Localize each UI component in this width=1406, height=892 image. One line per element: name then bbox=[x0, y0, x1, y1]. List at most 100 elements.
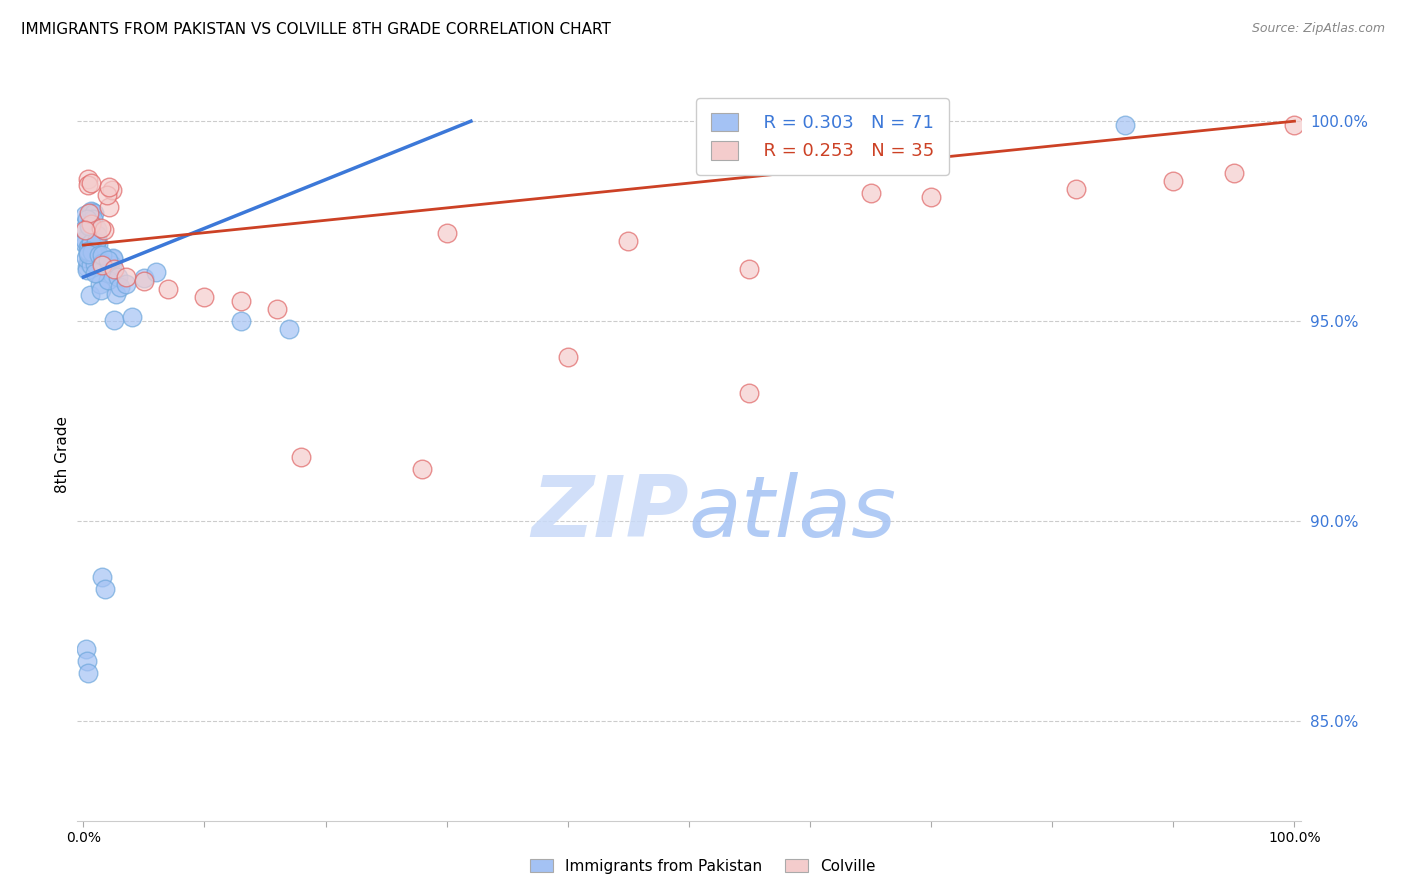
Point bbox=[104, 286, 127, 301]
Point bbox=[73, 208, 96, 222]
Point bbox=[89, 277, 111, 291]
Point bbox=[73, 233, 96, 247]
Point bbox=[97, 273, 120, 287]
Point bbox=[90, 258, 112, 272]
Point bbox=[83, 257, 105, 271]
Point bbox=[79, 220, 101, 235]
Point bbox=[101, 251, 124, 265]
Point bbox=[90, 248, 112, 262]
Point bbox=[77, 206, 100, 220]
Point bbox=[80, 240, 103, 254]
Legend:   R = 0.303   N = 71,   R = 0.253   N = 35: R = 0.303 N = 71, R = 0.253 N = 35 bbox=[696, 98, 949, 175]
Point bbox=[77, 178, 100, 192]
Point bbox=[557, 350, 579, 364]
Point bbox=[83, 205, 105, 219]
Point bbox=[79, 224, 101, 238]
Point bbox=[91, 255, 114, 269]
Point bbox=[86, 266, 108, 280]
Point bbox=[76, 260, 98, 275]
Point bbox=[82, 239, 104, 253]
Point bbox=[80, 258, 103, 272]
Point bbox=[77, 219, 100, 233]
Point bbox=[121, 310, 143, 324]
Point bbox=[859, 186, 882, 201]
Y-axis label: 8th Grade: 8th Grade bbox=[55, 417, 70, 493]
Point bbox=[108, 280, 131, 294]
Point bbox=[436, 226, 458, 240]
Point bbox=[76, 254, 98, 268]
Point bbox=[77, 665, 100, 680]
Point bbox=[278, 322, 301, 336]
Point bbox=[79, 176, 101, 190]
Point bbox=[76, 262, 98, 277]
Point bbox=[114, 270, 136, 285]
Text: ZIP: ZIP bbox=[531, 472, 689, 555]
Point bbox=[90, 221, 112, 235]
Point bbox=[79, 235, 101, 250]
Point bbox=[101, 183, 124, 197]
Point bbox=[86, 233, 108, 247]
Point bbox=[101, 252, 124, 266]
Point bbox=[97, 200, 120, 214]
Legend: Immigrants from Pakistan, Colville: Immigrants from Pakistan, Colville bbox=[524, 853, 882, 880]
Point bbox=[84, 266, 107, 280]
Point bbox=[76, 247, 98, 261]
Point bbox=[114, 277, 136, 291]
Point bbox=[229, 314, 252, 328]
Point bbox=[80, 220, 103, 235]
Point bbox=[76, 654, 98, 668]
Point bbox=[90, 256, 112, 270]
Point bbox=[80, 219, 103, 233]
Point bbox=[80, 246, 103, 260]
Point bbox=[80, 217, 103, 231]
Point bbox=[157, 282, 180, 296]
Point bbox=[83, 244, 105, 258]
Point bbox=[98, 180, 121, 194]
Point bbox=[617, 234, 640, 248]
Point bbox=[920, 190, 942, 204]
Point bbox=[84, 239, 107, 253]
Point bbox=[103, 262, 125, 277]
Point bbox=[101, 259, 124, 273]
Point bbox=[90, 283, 112, 297]
Point bbox=[229, 293, 252, 308]
Point bbox=[290, 450, 312, 464]
Point bbox=[82, 211, 104, 226]
Text: IMMIGRANTS FROM PAKISTAN VS COLVILLE 8TH GRADE CORRELATION CHART: IMMIGRANTS FROM PAKISTAN VS COLVILLE 8TH… bbox=[21, 22, 612, 37]
Point bbox=[86, 222, 108, 236]
Point bbox=[79, 226, 101, 240]
Point bbox=[1066, 182, 1088, 196]
Point bbox=[75, 251, 97, 265]
Point bbox=[86, 236, 108, 251]
Point bbox=[132, 270, 155, 285]
Point bbox=[76, 171, 98, 186]
Point bbox=[103, 313, 125, 327]
Point bbox=[80, 245, 103, 260]
Point bbox=[1284, 118, 1306, 132]
Point bbox=[97, 253, 120, 268]
Point bbox=[1223, 166, 1246, 180]
Point bbox=[90, 570, 112, 584]
Point bbox=[83, 243, 105, 257]
Point bbox=[193, 290, 215, 304]
Point bbox=[82, 205, 104, 219]
Point bbox=[84, 235, 107, 249]
Point bbox=[73, 221, 96, 235]
Point bbox=[79, 288, 101, 302]
Point bbox=[93, 223, 115, 237]
Point bbox=[86, 228, 108, 243]
Point bbox=[77, 244, 100, 258]
Point bbox=[89, 248, 111, 262]
Point bbox=[411, 462, 433, 476]
Point bbox=[1114, 118, 1136, 132]
Point bbox=[79, 236, 101, 251]
Point bbox=[101, 267, 124, 281]
Text: Source: ZipAtlas.com: Source: ZipAtlas.com bbox=[1251, 22, 1385, 36]
Point bbox=[80, 204, 103, 219]
Point bbox=[77, 239, 100, 253]
Point bbox=[145, 265, 167, 279]
Text: atlas: atlas bbox=[689, 472, 897, 555]
Point bbox=[73, 223, 96, 237]
Point bbox=[94, 582, 117, 596]
Point bbox=[96, 188, 118, 202]
